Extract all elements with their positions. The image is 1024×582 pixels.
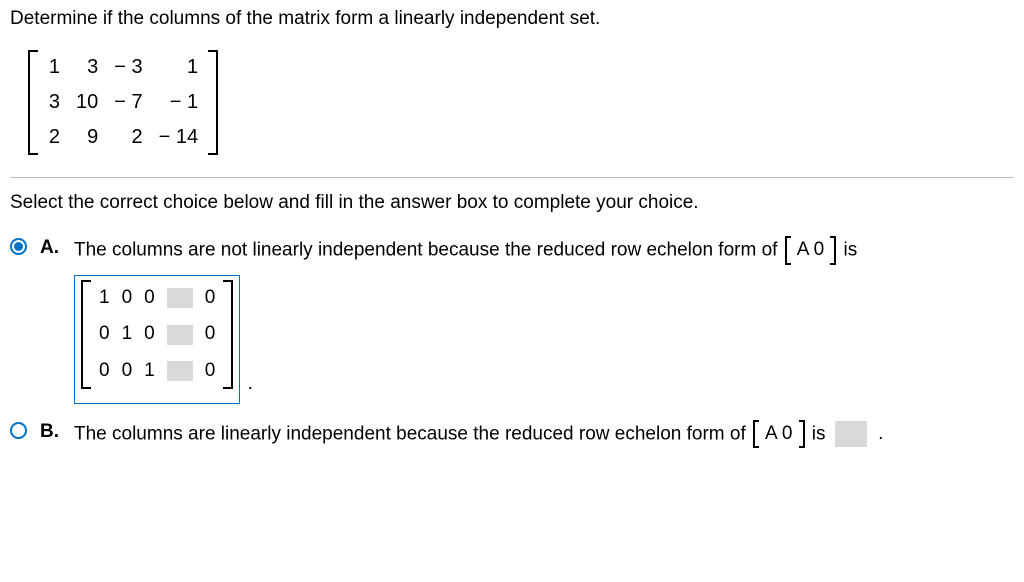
choice-a-label: A. [40,236,74,259]
period-b: . [878,423,883,444]
question-text: Determine if the columns of the matrix f… [10,8,1014,30]
choice-b-label: B. [40,420,74,443]
answer-input-a2[interactable] [167,325,193,345]
bracket-right [208,50,218,155]
answer-matrix-a: 1 0 0 0 0 1 0 0 0 0 [74,275,240,404]
choice-b-text-before: The columns are linearly independent bec… [74,423,751,444]
period-a: . [248,373,253,394]
choice-a-text-after: is [843,239,857,260]
matrix-table: 1 3 − 3 1 3 10 − 7 − 1 2 9 2 − 14 [40,50,206,155]
radio-b[interactable] [10,422,27,439]
divider [10,177,1014,178]
instruction-text: Select the correct choice below and fill… [10,192,1014,214]
answer-input-a1[interactable] [167,288,193,308]
radio-a[interactable] [10,238,27,255]
answer-input-b[interactable] [835,421,867,447]
choice-b[interactable]: B. The columns are linearly independent … [10,420,1014,449]
main-matrix: 1 3 − 3 1 3 10 − 7 − 1 2 9 2 − 14 [28,50,218,155]
choice-a[interactable]: A. The columns are not linearly independ… [10,236,1014,404]
choice-b-text-after: is [812,423,826,444]
augmented-symbol-b: A 0 [753,420,804,449]
augmented-symbol-a: A 0 [785,236,836,265]
bracket-left [28,50,38,155]
answer-input-a3[interactable] [167,361,193,381]
choice-a-text-before: The columns are not linearly independent… [74,239,783,260]
